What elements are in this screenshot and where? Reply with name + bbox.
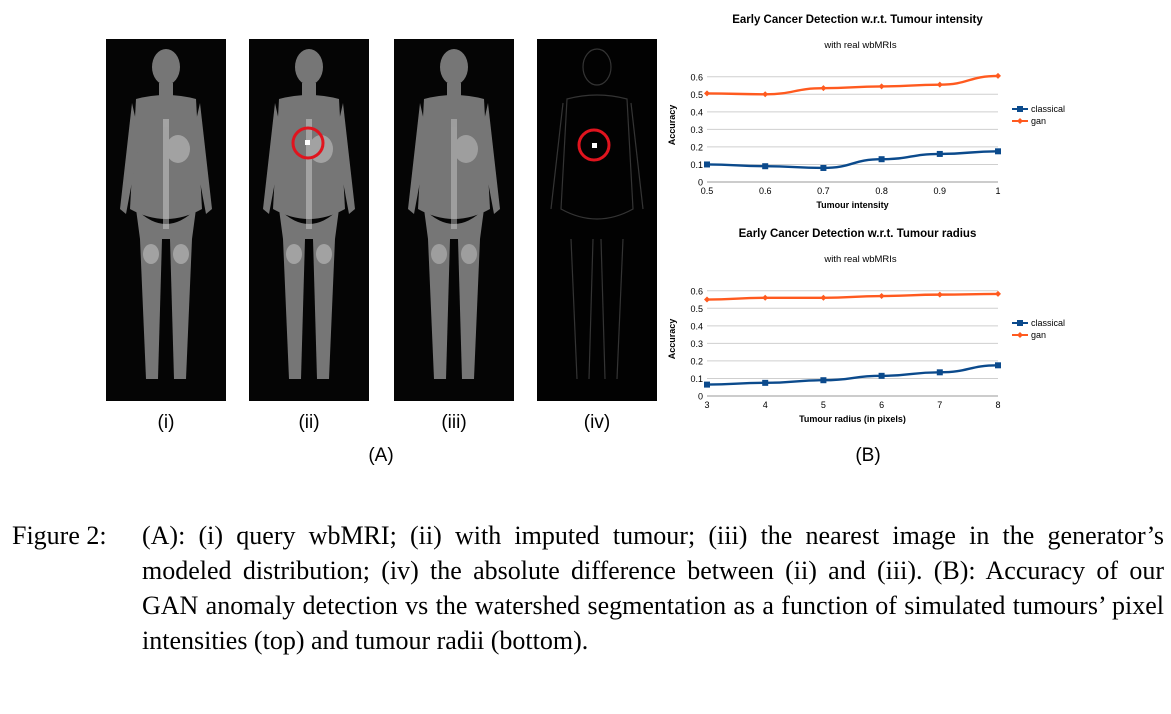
chart0-point-gan [878, 83, 885, 90]
chart0-x-tick-label: 0.8 [875, 186, 888, 196]
chart1-point-gan [820, 294, 827, 301]
chart1-point-gan [995, 290, 1001, 297]
chart1-title: Early Cancer Detection w.r.t. Tumour rad… [739, 228, 977, 240]
chart1-y-tick-label: 0.6 [690, 286, 703, 296]
intensity-chart: Early Cancer Detection w.r.t. Tumour int… [662, 6, 1082, 218]
intensity-chart-svg: Early Cancer Detection w.r.t. Tumour int… [667, 14, 1065, 210]
panel-b-label: (B) [855, 445, 881, 466]
chart0-x-tick-label: 1 [995, 186, 1000, 196]
mri-imputed-tumour-image [249, 39, 369, 401]
chart1-point-gan [936, 291, 943, 298]
chart1-x-axis-label: Tumour radius (in pixels) [799, 414, 906, 424]
chart0-point-gan [820, 85, 827, 92]
mri-absolute-difference-image [537, 39, 657, 401]
chart0-point-classical [762, 163, 769, 170]
chart1-x-tick-label: 3 [704, 400, 709, 410]
chart0-title: Early Cancer Detection w.r.t. Tumour int… [732, 14, 983, 26]
chart1-point-classical [762, 379, 769, 386]
chart0-point-classical [995, 148, 1001, 155]
panel-a-label: (A) [368, 445, 394, 466]
chart0-y-tick-label: 0.4 [690, 107, 703, 117]
mri-query-image [106, 39, 226, 401]
chart1-y-tick-label: 0.1 [690, 374, 703, 384]
chart1-point-classical [704, 381, 710, 388]
tumour-difference-circle [577, 128, 611, 162]
chart1-x-tick-label: 5 [821, 400, 826, 410]
chart0-point-classical [936, 150, 943, 157]
chart0-series-line-classical [706, 150, 999, 170]
chart0-legend-marker-classical [1017, 106, 1023, 112]
radius-chart-svg: Early Cancer Detection w.r.t. Tumour rad… [667, 228, 1065, 424]
chart0-x-axis-label: Tumour intensity [816, 200, 888, 210]
sublabel-i: (i) [157, 412, 175, 433]
chart0-y-tick-label: 0.2 [690, 142, 703, 152]
chart0-legend-label-classical: classical [1031, 104, 1065, 114]
chart1-legend-marker-gan [1017, 332, 1023, 338]
caption-label: Figure 2: [12, 521, 107, 550]
chart0-x-tick-label: 0.5 [701, 186, 714, 196]
chart1-y-tick-label: 0.3 [690, 339, 703, 349]
chart1-point-classical [995, 362, 1001, 369]
chart0-subtitle: with real wbMRIs [823, 40, 897, 51]
chart0-x-tick-label: 0.6 [759, 186, 772, 196]
chart1-legend-label-gan: gan [1031, 330, 1046, 340]
chart0-y-tick-label: 0.5 [690, 90, 703, 100]
chart1-legend-label-classical: classical [1031, 318, 1065, 328]
chart0-x-tick-label: 0.9 [934, 186, 947, 196]
chart1-x-tick-label: 4 [763, 400, 768, 410]
chart0-point-classical [820, 164, 827, 171]
chart1-legend-marker-classical [1017, 320, 1023, 326]
radius-chart: Early Cancer Detection w.r.t. Tumour rad… [662, 220, 1082, 432]
chart1-y-tick-label: 0 [698, 392, 703, 402]
chart1-point-gan [762, 294, 769, 301]
chart0-point-classical [704, 161, 710, 168]
sublabel-iii: (iii) [441, 412, 467, 433]
chart1-series-line-classical [706, 364, 999, 386]
chart1-point-classical [936, 369, 943, 376]
chart0-point-gan [995, 72, 1001, 79]
chart0-point-classical [878, 156, 885, 163]
chart0-point-gan [704, 90, 710, 97]
chart1-point-classical [878, 372, 885, 379]
chart0-y-tick-label: 0.6 [690, 72, 703, 82]
chart0-legend-label-gan: gan [1031, 116, 1046, 126]
chart1-x-tick-label: 6 [879, 400, 884, 410]
chart1-y-axis-label: Accuracy [667, 319, 677, 360]
chart1-y-tick-label: 0.4 [690, 321, 703, 331]
mri-nearest-generated-image [394, 39, 514, 401]
sublabel-ii: (ii) [298, 412, 320, 433]
chart1-x-tick-label: 8 [995, 400, 1000, 410]
chart1-point-gan [878, 293, 885, 300]
chart1-subtitle: with real wbMRIs [823, 254, 897, 265]
chart1-y-tick-label: 0.2 [690, 356, 703, 366]
chart0-y-axis-label: Accuracy [667, 105, 677, 146]
chart1-series-line-gan [706, 292, 999, 301]
chart0-point-gan [936, 81, 943, 88]
chart0-y-tick-label: 0.1 [690, 160, 703, 170]
chart1-point-classical [820, 377, 827, 384]
chart0-y-tick-label: 0.3 [690, 125, 703, 135]
chart0-y-tick-label: 0 [698, 178, 703, 188]
chart0-x-tick-label: 0.7 [817, 186, 830, 196]
chart1-point-gan [704, 296, 710, 303]
chart0-legend-marker-gan [1017, 118, 1023, 124]
chart0-series-line-gan [706, 74, 999, 96]
chart1-y-tick-label: 0.5 [690, 304, 703, 314]
sublabel-iv: (iv) [583, 412, 611, 433]
caption-text: (A): (i) query wbMRI; (ii) with imputed … [142, 521, 1164, 655]
tumour-highlight-circle [291, 126, 325, 160]
chart0-point-gan [762, 91, 769, 98]
chart1-x-tick-label: 7 [937, 400, 942, 410]
